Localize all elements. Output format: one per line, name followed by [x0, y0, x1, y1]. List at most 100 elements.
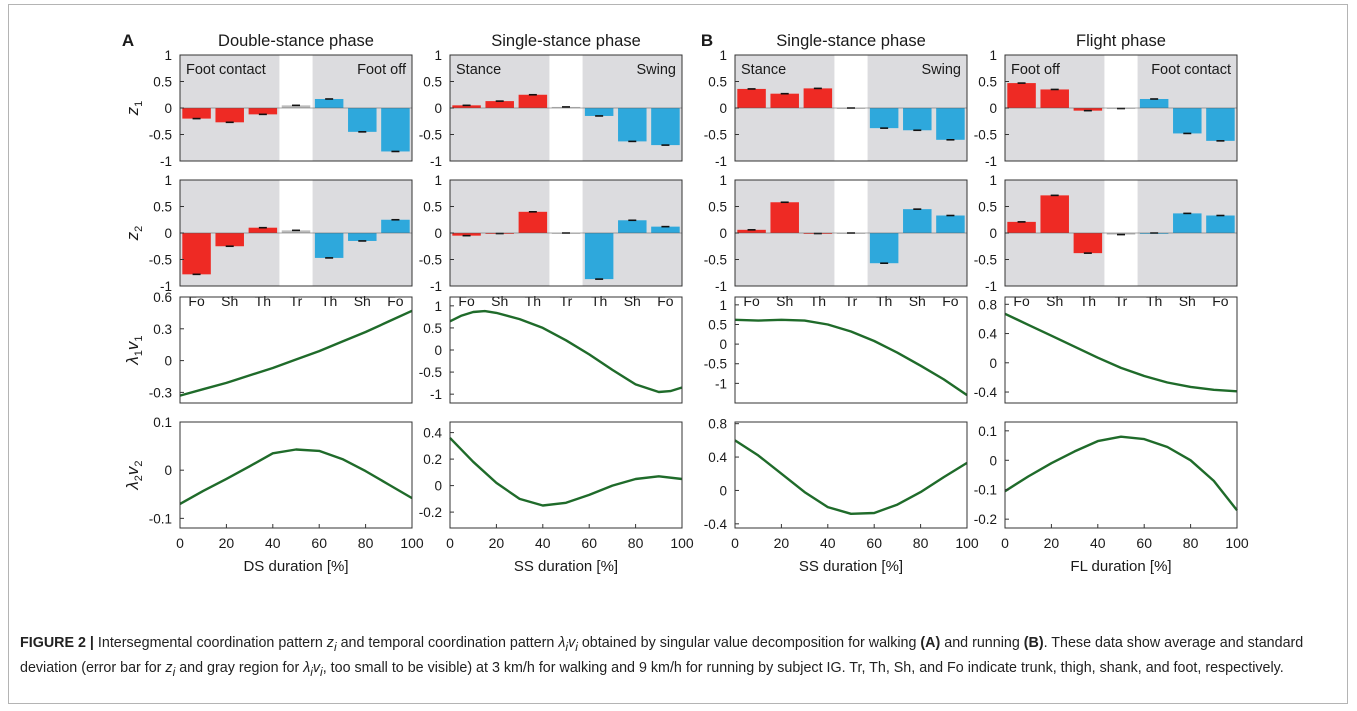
y-tick-label: 1 — [989, 173, 997, 188]
chart-title: Single-stance phase — [776, 32, 926, 50]
x-tick-label: 80 — [628, 535, 644, 551]
y-axis-label-z2: z2 — [123, 226, 145, 242]
x-category-label: Th — [810, 293, 826, 309]
region-label-left: Foot off — [1011, 62, 1061, 78]
bar — [869, 233, 899, 264]
y-tick-label: -1 — [715, 154, 727, 169]
series-line — [734, 439, 968, 515]
axes-frame — [179, 296, 413, 404]
bar — [452, 105, 481, 108]
x-category-label: Fo — [657, 293, 674, 309]
axes-frame — [1004, 296, 1238, 404]
axes-frame — [449, 179, 683, 287]
y-tick-label: 0 — [989, 356, 997, 371]
bar — [314, 233, 344, 258]
region-label-left: Foot contact — [186, 62, 266, 78]
bar — [314, 98, 344, 108]
y-tick-label: 0 — [719, 337, 727, 352]
x-category-label: Tr — [845, 293, 858, 309]
y-tick-label: 0.3 — [153, 322, 172, 337]
y-tick-label: -1 — [715, 279, 727, 294]
y-tick-label: -0.4 — [974, 385, 998, 400]
x-category-label: Fo — [1013, 293, 1030, 309]
chart-title: Double-stance phase — [218, 32, 374, 50]
x-axis-label: FL duration [%] — [1070, 558, 1171, 575]
y-tick-label: 0.1 — [153, 415, 172, 430]
x-category-label: Sh — [909, 293, 926, 309]
bar — [215, 233, 244, 247]
x-category-label: Fo — [942, 293, 959, 309]
y-tick-label: -0.5 — [419, 253, 442, 268]
y-tick-label: -1 — [715, 376, 727, 391]
axes-frame — [179, 54, 413, 162]
axes-frame — [449, 54, 683, 162]
bar — [215, 108, 244, 123]
y-tick-label: 0.4 — [978, 327, 997, 342]
bar — [1073, 108, 1103, 111]
axes-frame — [1004, 179, 1238, 287]
y-tick-label: 0 — [989, 101, 997, 116]
region-label-left: Stance — [741, 62, 786, 78]
y-tick-label: 0 — [164, 226, 172, 241]
y-tick-label: -0.5 — [419, 365, 442, 380]
x-category-label: Sh — [1046, 293, 1063, 309]
y-tick-label: -0.5 — [149, 253, 172, 268]
y-tick-label: 0.5 — [978, 75, 997, 90]
y-tick-label: 0.1 — [978, 424, 997, 439]
x-tick-label: 0 — [176, 535, 184, 551]
bar — [1040, 89, 1069, 108]
y-tick-label: 0 — [434, 226, 442, 241]
y-tick-label: -0.4 — [704, 517, 728, 532]
axes-frame — [449, 421, 683, 529]
bar — [182, 233, 211, 275]
axes-frame — [734, 54, 968, 162]
panel-letter-a: A — [122, 31, 134, 50]
bar — [518, 211, 548, 233]
x-tick-label: 40 — [820, 535, 836, 551]
y-axis-label-z1: z1 — [123, 101, 145, 117]
bar — [381, 108, 410, 152]
bar — [1007, 221, 1036, 233]
bar — [770, 202, 799, 233]
x-category-label: Th — [1146, 293, 1162, 309]
bar — [618, 220, 647, 233]
x-tick-label: 60 — [581, 535, 597, 551]
y-tick-label: -0.2 — [419, 505, 442, 520]
bar — [1007, 83, 1036, 108]
x-category-label: Th — [255, 293, 271, 309]
y-tick-label: -1 — [430, 154, 442, 169]
x-category-label: Fo — [743, 293, 760, 309]
y-tick-label: 0.6 — [153, 290, 172, 305]
bar — [518, 94, 548, 108]
chart-title: Flight phase — [1076, 32, 1166, 50]
y-tick-label: -0.5 — [704, 357, 727, 372]
bar — [348, 233, 377, 241]
y-tick-label: 0.5 — [708, 200, 727, 215]
panel-letter-b: B — [701, 31, 713, 50]
x-category-label: Fo — [1212, 293, 1229, 309]
y-tick-label: 0.5 — [153, 200, 172, 215]
series-line — [179, 309, 413, 397]
y-tick-label: -1 — [160, 154, 172, 169]
x-category-label: Th — [525, 293, 541, 309]
series-line — [449, 309, 683, 394]
series-line — [734, 318, 968, 397]
y-tick-label: 1 — [719, 173, 727, 188]
figure-canvas: A B Double-stance phase Foot contact Foot of… — [122, 31, 1249, 575]
series-line — [449, 437, 683, 507]
bar — [651, 108, 680, 146]
bar — [1173, 108, 1202, 134]
x-category-label: Sh — [354, 293, 371, 309]
x-axis-label: DS duration [%] — [243, 558, 348, 575]
y-tick-label: -0.3 — [149, 385, 172, 400]
bar — [584, 108, 614, 116]
x-category-label: Fo — [188, 293, 205, 309]
x-tick-label: 20 — [1044, 535, 1060, 551]
y-tick-label: 0 — [989, 453, 997, 468]
y-tick-label: -0.5 — [974, 128, 997, 143]
bar — [936, 108, 965, 140]
series-line — [1004, 312, 1238, 393]
y-tick-label: 1 — [719, 48, 727, 63]
y-tick-label: 0 — [719, 101, 727, 116]
x-category-label: Th — [591, 293, 607, 309]
